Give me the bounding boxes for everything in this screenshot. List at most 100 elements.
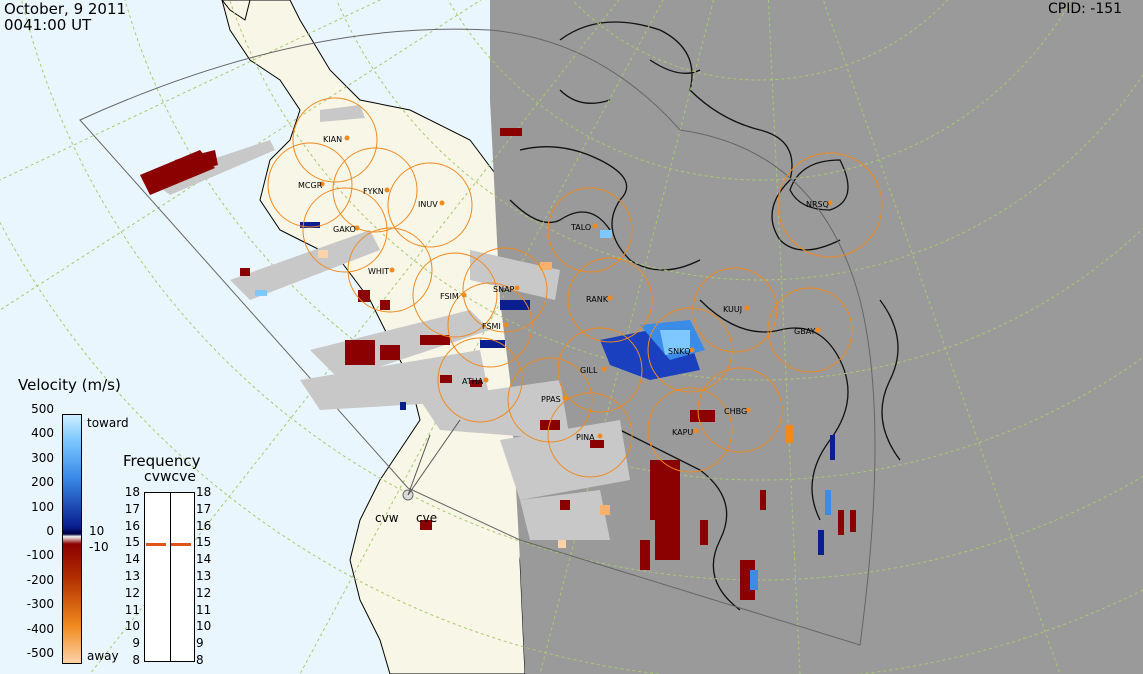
station-label-rank: RANK (586, 295, 609, 304)
station-dot-gill (601, 366, 607, 372)
date-label: October, 9 2011 (4, 0, 127, 18)
station-dot-inuv (439, 200, 445, 206)
station-markers: KIAN MCGR FYKN INUV GAKO WHIT FSIM SNAP FSMI TALO… (298, 135, 833, 442)
velocity-tick-label: 100 (31, 499, 54, 514)
velocity-tick-label: 200 (31, 475, 54, 490)
frequency-legend-title: Frequency (123, 452, 201, 470)
station-dot-gbay (815, 327, 821, 333)
frequency-tick-left: 8 (132, 653, 140, 667)
velocity-tick-label: -200 (26, 572, 54, 587)
station-label-whit: WHIT (368, 267, 389, 276)
station-label-atha: ATHA (462, 377, 484, 386)
radar-label-cvw: cvw (375, 511, 399, 525)
station-dot-snkq (689, 347, 695, 353)
frequency-bar-cve (170, 492, 195, 662)
frequency-tick-right: 12 (196, 585, 212, 600)
frequency-tick-left: 9 (132, 636, 140, 651)
station-label-mcgr: MCGR (298, 181, 323, 190)
velocity-tick-label: 400 (31, 426, 54, 441)
station-label-fsmi: FSMI (482, 322, 501, 331)
velocity-away-label: away (87, 649, 119, 663)
station-dot-mcgr (319, 181, 325, 187)
station-dot-chbg (745, 407, 751, 413)
night-shading (490, 0, 1143, 674)
velocity-toward-label: toward (87, 416, 129, 430)
station-label-gbay: GBAY (794, 327, 816, 336)
station-label-kian: KIAN (323, 135, 342, 144)
velocity-legend-title: Velocity (m/s) (18, 376, 121, 394)
frequency-marker-cve (171, 543, 191, 547)
velocity-threshold-neg: -10 (89, 540, 109, 554)
velocity-tick-label: -500 (26, 646, 54, 660)
frequency-tick-left: 15 (124, 535, 140, 550)
station-label-gako: GAKO (333, 225, 356, 234)
station-label-gill: GILL (580, 366, 598, 375)
frequency-tick-left: 16 (124, 518, 140, 533)
frequency-tick-right: 16 (196, 518, 212, 533)
station-dot-kuuj (744, 305, 750, 311)
velocity-tick-label: 300 (31, 450, 54, 465)
velocity-threshold-pos: 10 (89, 524, 105, 538)
velocity-tick-label: 0 (46, 524, 54, 538)
station-label-fsim: FSIM (440, 292, 459, 301)
station-dot-atha (483, 377, 489, 383)
station-dot-fsim (461, 292, 467, 298)
frequency-tick-left: 17 (124, 501, 140, 516)
frequency-tick-right: 14 (196, 552, 212, 567)
frequency-tick-right: 17 (196, 501, 212, 516)
station-dot-ppas (562, 395, 568, 401)
frequency-legend-sub: cvwcve (144, 469, 197, 485)
station-dot-snap (514, 285, 520, 291)
velocity-orange-cells (318, 250, 793, 548)
frequency-tick-left: 14 (124, 552, 140, 567)
station-dot-talo (592, 223, 598, 229)
frequency-tick-right: 15 (196, 535, 212, 550)
velocity-away-cells (140, 128, 856, 600)
station-label-kuuj: KUUJ (723, 305, 742, 314)
station-dot-kian (344, 135, 350, 141)
station-label-chbg: CHBG (724, 407, 747, 416)
station-label-nrsq: NRSQ (806, 200, 829, 209)
cpid-label: CPID: -151 (1048, 1, 1123, 17)
velocity-toward-cells (255, 222, 835, 590)
velocity-colorbar (62, 414, 82, 664)
frequency-tick-left: 12 (124, 585, 140, 600)
frequency-tick-left: 10 (124, 619, 140, 634)
station-label-snap: SNAP (493, 285, 515, 294)
station-dot-whit (389, 267, 395, 273)
radar-label-cve: cve (416, 511, 437, 525)
velocity-tick-label: -300 (26, 597, 54, 612)
frequency-tick-right: 18 (196, 485, 212, 499)
station-dot-nrsq (827, 200, 833, 206)
station-label-snkq: SNKQ (668, 347, 691, 356)
station-dot-rank (607, 295, 613, 301)
station-label-fykn: FYKN (363, 187, 384, 196)
station-dot-gako (354, 225, 360, 231)
station-dot-pina (597, 433, 603, 439)
station-label-kapu: KAPU (672, 428, 693, 437)
station-label-ppas: PPAS (541, 395, 561, 404)
frequency-tick-right: 8 (196, 653, 204, 667)
station-dot-fykn (384, 187, 390, 193)
frequency-tick-right: 10 (196, 619, 212, 634)
velocity-tick-label: 500 (31, 402, 54, 416)
station-dot-fsmi (503, 322, 509, 328)
radar-fov-outlines (79, 28, 876, 646)
frequency-marker-cvw (146, 543, 166, 547)
time-label: 0041:00 UT (4, 16, 92, 34)
station-label-inuv: INUV (418, 200, 438, 209)
frequency-bar-cvw (144, 492, 171, 662)
frequency-tick-right: 11 (196, 602, 212, 617)
frequency-tick-left: 18 (124, 485, 140, 499)
frequency-tick-left: 11 (124, 602, 140, 617)
frequency-tick-right: 9 (196, 636, 204, 651)
station-label-pina: PINA (576, 433, 595, 442)
velocity-tick-label: -400 (26, 621, 54, 636)
fov-circles (267, 97, 883, 478)
radar-sites: cvw cve (375, 419, 461, 525)
station-dot-kapu (693, 428, 699, 434)
station-label-talo: TALO (570, 223, 591, 232)
velocity-tick-label: -100 (26, 548, 54, 563)
frequency-tick-left: 13 (124, 569, 140, 583)
